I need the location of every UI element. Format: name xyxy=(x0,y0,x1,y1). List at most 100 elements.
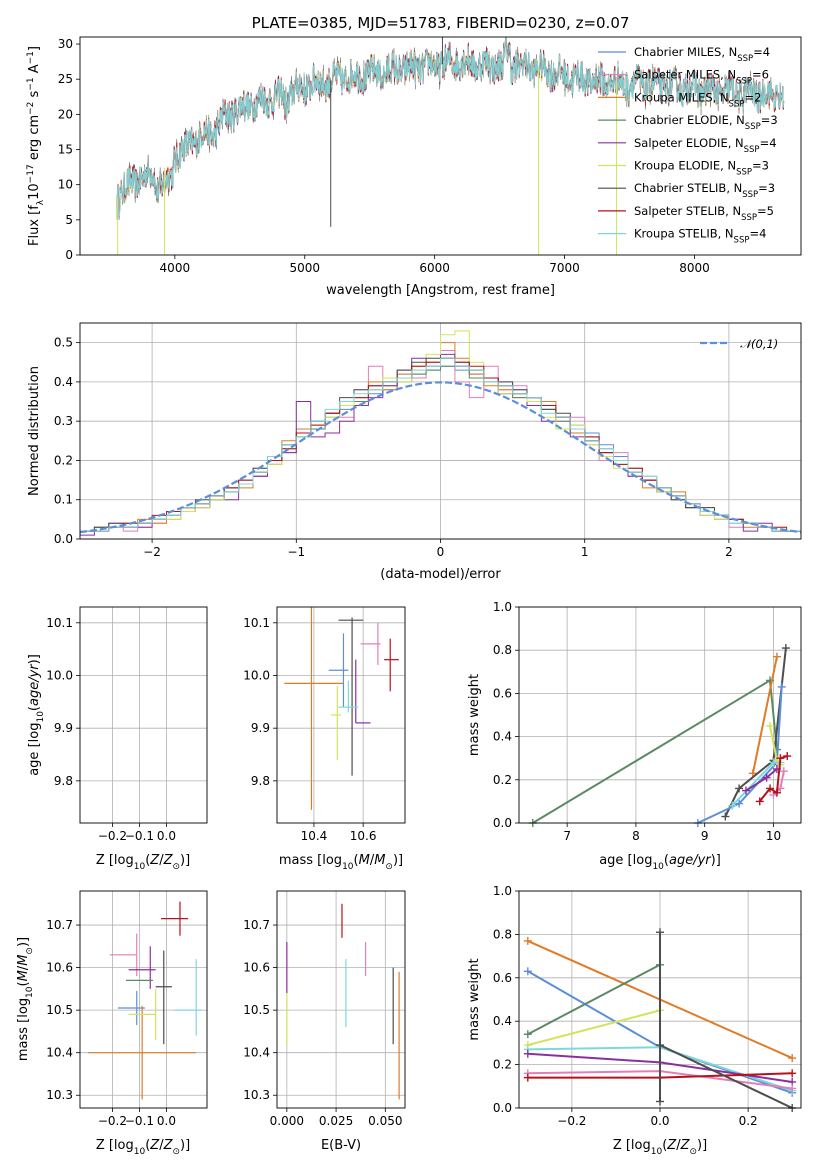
label-part: 10 xyxy=(342,862,354,872)
axes-frame xyxy=(518,890,802,1109)
legend-label-sub: SSP xyxy=(745,122,761,132)
mass-weight-line xyxy=(527,1009,661,1047)
axes-frame xyxy=(79,890,208,1109)
label-part: Z xyxy=(666,1138,677,1153)
label-part: M xyxy=(359,853,370,868)
axes-frame xyxy=(79,322,802,540)
y-tick-label: 10.0 xyxy=(46,668,73,682)
residual-histogram-chart: −2 −1 0 1 2 0.0 0.1 0.2 0.3 0.4 0.5 (data-model)/er… xyxy=(27,322,802,582)
y-tick-label: 0.4 xyxy=(493,1014,512,1028)
label-part: Z [log xyxy=(96,1138,134,1153)
label-part: Z xyxy=(149,853,160,868)
label-part: )] xyxy=(711,853,721,868)
age-z-ylabel: age [log10(age/yr)] xyxy=(27,654,46,776)
legend-label: 𝒩(0,1) xyxy=(740,337,778,351)
legend-label: Chabrier MILES, NSSP=4 xyxy=(634,45,770,64)
histogram-series xyxy=(80,357,801,532)
label-part: 10 xyxy=(25,986,35,998)
y-tick-label: 0.0 xyxy=(493,1101,512,1115)
legend-label-value: =4 xyxy=(753,45,770,59)
y-tick-label: 0.4 xyxy=(54,375,73,389)
label-part: ( xyxy=(354,853,359,868)
label-part: Z xyxy=(163,853,174,868)
x-tick-label: 0.0 xyxy=(157,1114,176,1128)
x-tick-label: 0.025 xyxy=(319,1114,353,1128)
y-tick-label: 0.2 xyxy=(493,773,512,787)
label-part: ⊙ xyxy=(172,862,180,872)
y-tick-label: 20 xyxy=(58,107,73,121)
y-tick-label: 0.3 xyxy=(54,414,73,428)
label-part: A xyxy=(27,64,42,77)
y-tick-label: 10.3 xyxy=(243,1088,270,1102)
legend-label-sub: SSP xyxy=(744,145,760,155)
label-part: s xyxy=(27,90,42,101)
label-part: ⊙ xyxy=(689,1147,697,1157)
legend-label-main: Kroupa ELODIE, N xyxy=(634,159,736,173)
x-tick-label: 5000 xyxy=(289,261,320,275)
legend-label-sub: SSP xyxy=(736,168,752,178)
label-part: / xyxy=(676,1138,681,1153)
label-part: )] xyxy=(697,1138,707,1153)
label-part: 10 xyxy=(652,862,664,872)
label-part: ⊙ xyxy=(172,1147,180,1157)
axes-frame xyxy=(79,36,802,256)
legend-label: Kroupa ELODIE, NSSP=3 xyxy=(634,159,769,178)
label-part: Z xyxy=(680,1138,691,1153)
x-tick-label: 7 xyxy=(563,829,571,843)
label-part: M xyxy=(374,853,385,868)
x-tick-label: −0.1 xyxy=(125,829,154,843)
x-tick-label: 1 xyxy=(581,545,589,559)
legend-label-main: Kroupa STELIB, N xyxy=(634,227,734,241)
y-tick-label: 10 xyxy=(58,178,73,192)
y-tick-label: 9.8 xyxy=(251,774,270,788)
legend-label-value: =3 xyxy=(758,181,775,195)
label-part: ( xyxy=(664,853,669,868)
x-tick-label: −1 xyxy=(287,545,305,559)
x-tick-label: 10.4 xyxy=(301,829,328,843)
label-part: −1 xyxy=(26,51,36,64)
label-part: −1 xyxy=(26,77,36,90)
label-part: / xyxy=(370,853,375,868)
y-tick-label: 10.4 xyxy=(46,1046,73,1060)
y-tick-label: 9.9 xyxy=(54,721,73,735)
y-tick-label: 10.7 xyxy=(46,918,73,932)
y-tick-label: 10.6 xyxy=(46,961,73,975)
legend-label: Chabrier ELODIE, NSSP=3 xyxy=(634,113,778,132)
label-part: M xyxy=(16,970,31,981)
y-tick-label: 0.4 xyxy=(493,730,512,744)
x-tick-label: −0.2 xyxy=(557,1114,586,1128)
y-tick-label: 10.1 xyxy=(243,616,270,630)
mass-weight-ylabel: mass weight xyxy=(467,958,482,1040)
x-tick-label: 0.2 xyxy=(739,1114,758,1128)
label-part: ( xyxy=(145,1138,150,1153)
legend-label-sub: SSP xyxy=(741,213,757,223)
x-tick-label: −0.2 xyxy=(98,1114,127,1128)
y-tick-label: 0.5 xyxy=(54,336,73,350)
label-part: 10 xyxy=(134,1147,146,1157)
y-tick-label: 0.8 xyxy=(493,927,512,941)
age-z-xlabel: Z [log10(Z/Z⊙)] xyxy=(96,853,190,872)
label-part: )] xyxy=(180,853,190,868)
legend-label: Chabrier STELIB, NSSP=3 xyxy=(634,181,775,200)
label-part: ( xyxy=(27,706,42,711)
label-part: age [log xyxy=(599,853,652,868)
legend-label-value: =4 xyxy=(760,136,777,150)
legend-label-main: Kroupa MILES, N xyxy=(634,90,729,104)
y-tick-label: 0 xyxy=(65,248,73,262)
y-tick-label: 10.7 xyxy=(243,918,270,932)
legend-label: Kroupa STELIB, NSSP=4 xyxy=(634,227,766,246)
y-tick-label: 10.1 xyxy=(46,616,73,630)
x-tick-label: −0.1 xyxy=(125,1114,154,1128)
y-tick-label: 0.0 xyxy=(54,532,73,546)
y-tick-label: 30 xyxy=(58,37,73,51)
label-part: )] xyxy=(27,654,42,664)
legend-label-main: Chabrier MILES, N xyxy=(634,45,737,59)
mass-z-ylabel: mass [log10(M/M⊙)] xyxy=(16,937,35,1061)
mass-weight-ylabel: mass weight xyxy=(467,674,482,756)
label-part: age/yr xyxy=(669,853,712,868)
mass-weight-line xyxy=(527,963,661,1036)
label-part: Flux [f xyxy=(27,205,42,246)
x-tick-label: 4000 xyxy=(160,261,191,275)
spectrum-xlabel: wavelength [Angstrom, rest frame] xyxy=(326,283,555,298)
